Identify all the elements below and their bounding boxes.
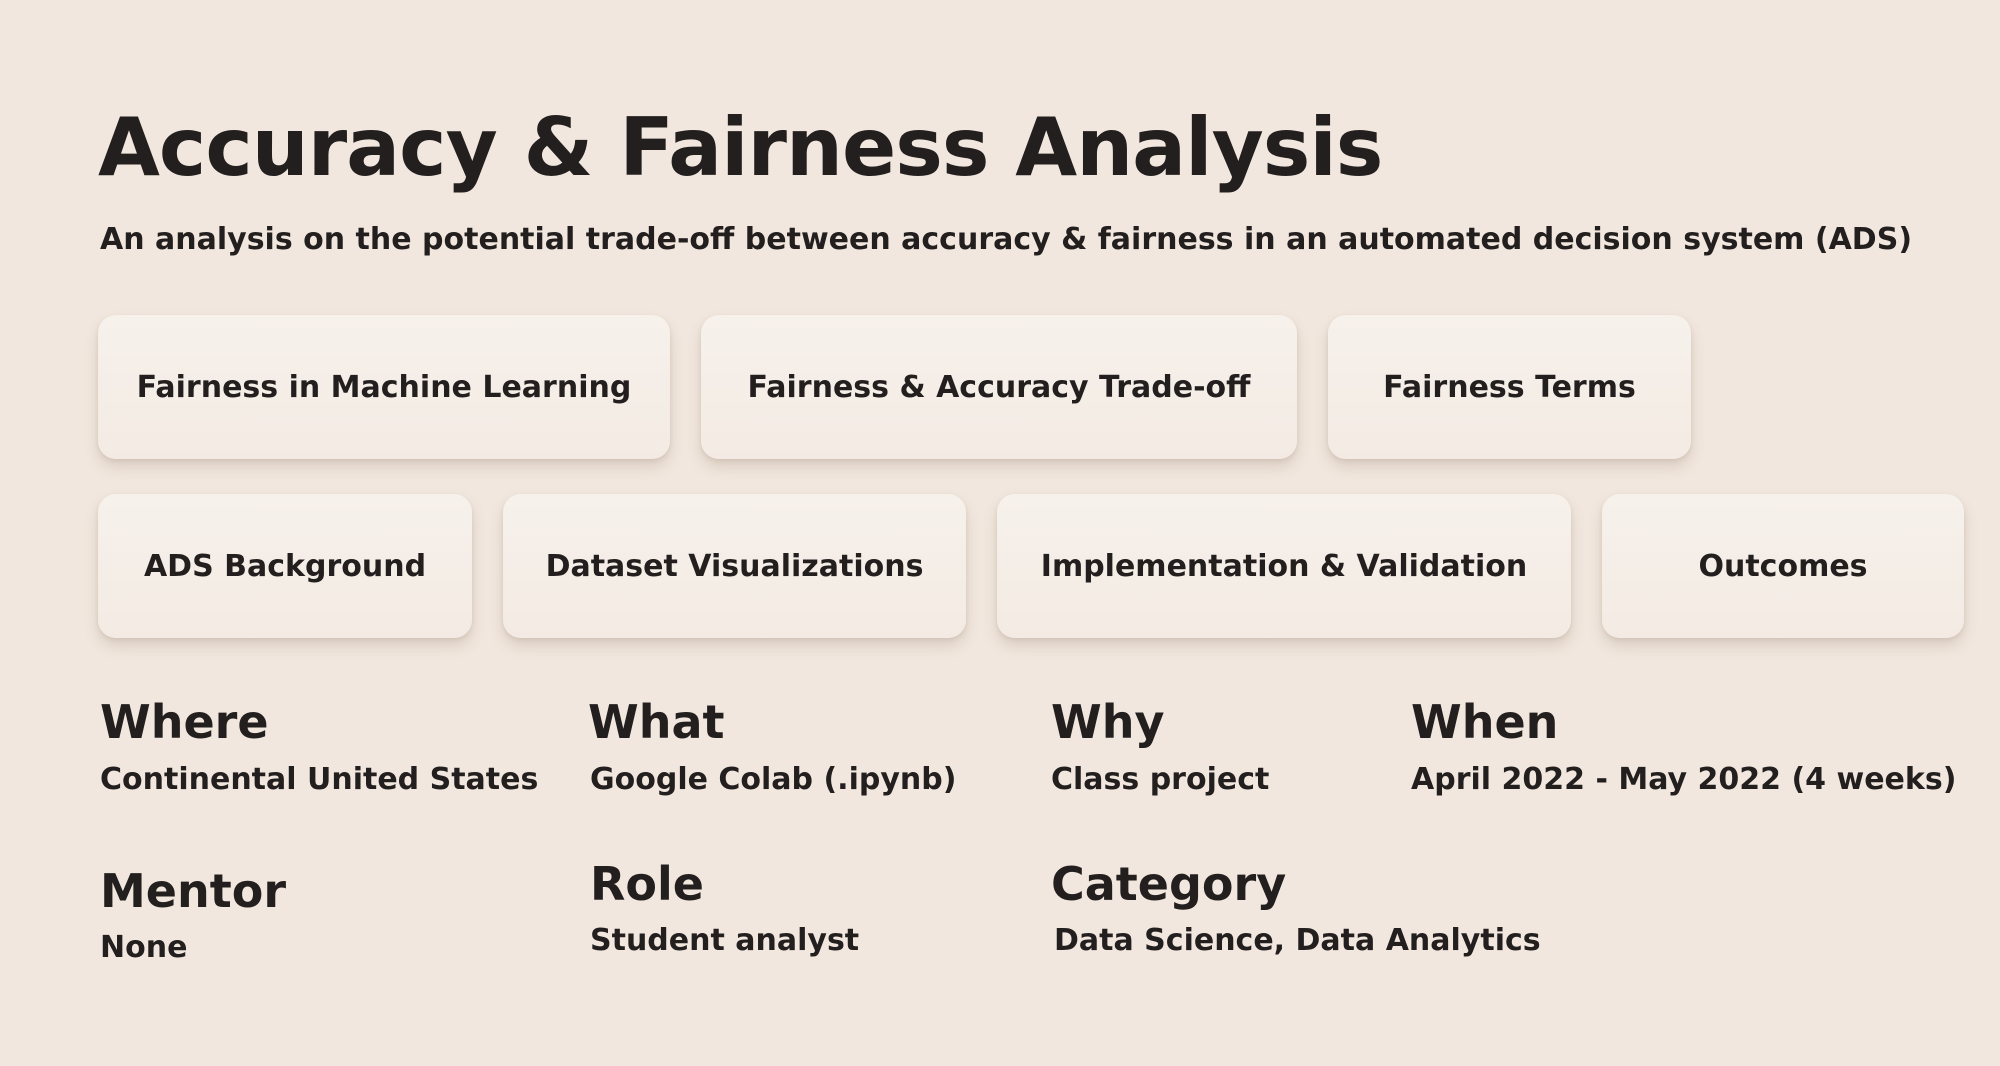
role-value: Student analyst (590, 923, 860, 958)
fairness-in-ml-label: Fairness in Machine Learning (136, 369, 632, 405)
what-heading: What (588, 695, 725, 749)
outcomes-button[interactable]: Outcomes (1602, 494, 1964, 638)
where-heading: Where (100, 695, 269, 749)
when-value: April 2022 - May 2022 (4 weeks) (1411, 762, 1957, 797)
dataset-visualizations-button[interactable]: Dataset Visualizations (503, 494, 966, 638)
outcomes-label: Outcomes (1698, 548, 1868, 584)
ads-background-button[interactable]: ADS Background (98, 494, 472, 638)
where-value: Continental United States (100, 762, 539, 797)
why-value: Class project (1051, 762, 1270, 797)
when-heading: When (1411, 695, 1559, 749)
what-value: Google Colab (.ipynb) (590, 762, 957, 797)
role-heading: Role (590, 857, 704, 911)
category-value: Data Science, Data Analytics (1054, 923, 1541, 958)
category-heading: Category (1051, 857, 1287, 911)
page-title: Accuracy & Fairness Analysis (98, 101, 1383, 194)
fairness-terms-label: Fairness Terms (1383, 369, 1636, 405)
dataset-visualizations-label: Dataset Visualizations (545, 548, 924, 584)
ads-background-label: ADS Background (143, 548, 427, 584)
fairness-in-ml-button[interactable]: Fairness in Machine Learning (98, 315, 670, 459)
why-heading: Why (1051, 695, 1165, 749)
fairness-terms-button[interactable]: Fairness Terms (1328, 315, 1691, 459)
implementation-validation-button[interactable]: Implementation & Validation (997, 494, 1571, 638)
page-subtitle: An analysis on the potential trade-off b… (100, 222, 1913, 257)
implementation-validation-label: Implementation & Validation (1040, 548, 1528, 584)
fairness-accuracy-tradeoff-label: Fairness & Accuracy Trade-off (747, 369, 1251, 405)
fairness-accuracy-tradeoff-button[interactable]: Fairness & Accuracy Trade-off (701, 315, 1297, 459)
mentor-value: None (100, 930, 188, 965)
mentor-heading: Mentor (100, 864, 286, 918)
